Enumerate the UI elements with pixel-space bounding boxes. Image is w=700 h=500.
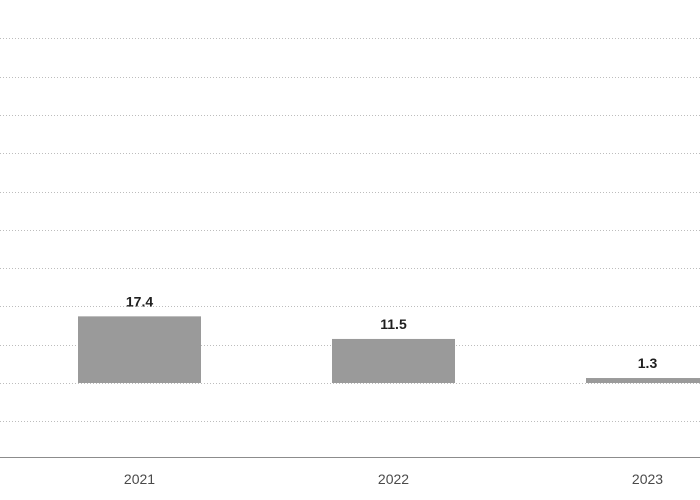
bar-2022	[332, 338, 455, 383]
bar-2021	[78, 316, 201, 383]
x-tick-label-2023: 2023	[632, 471, 663, 487]
data-labels: 17.4 11.5 1.3	[126, 293, 658, 371]
data-label-2023: 1.3	[638, 355, 658, 371]
bar-2023	[586, 378, 700, 383]
x-tick-label-2021: 2021	[124, 471, 155, 487]
data-label-2021: 17.4	[126, 293, 153, 309]
x-axis-tick-labels: 2021 2022 2023	[124, 471, 663, 487]
x-tick-label-2022: 2022	[378, 471, 409, 487]
bars	[78, 316, 700, 383]
data-label-2022: 11.5	[380, 316, 407, 332]
